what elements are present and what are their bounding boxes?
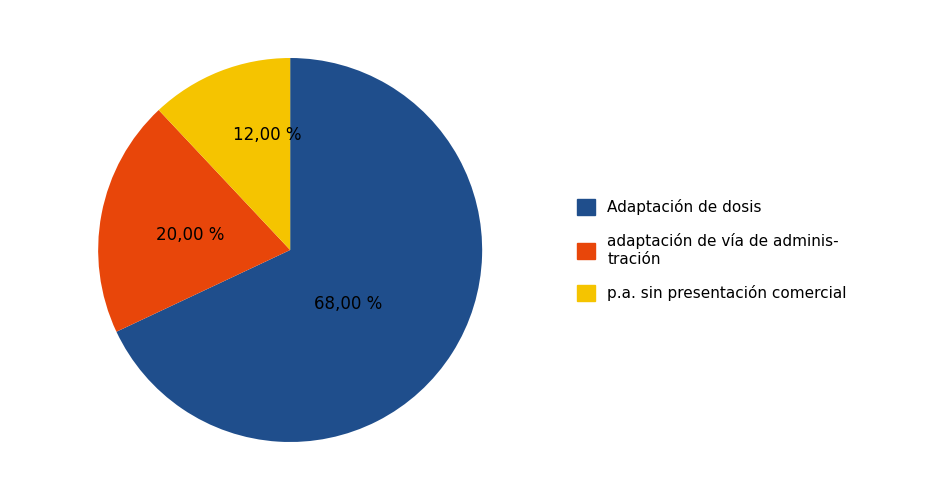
Legend: Adaptación de dosis, adaptación de vía de adminis-
tración, p.a. sin presentació: Adaptación de dosis, adaptación de vía d…	[569, 192, 855, 308]
Text: 12,00 %: 12,00 %	[233, 126, 301, 144]
Wedge shape	[159, 58, 290, 250]
Wedge shape	[116, 58, 482, 442]
Wedge shape	[98, 110, 290, 332]
Text: 20,00 %: 20,00 %	[156, 226, 225, 244]
Text: 68,00 %: 68,00 %	[314, 295, 382, 313]
